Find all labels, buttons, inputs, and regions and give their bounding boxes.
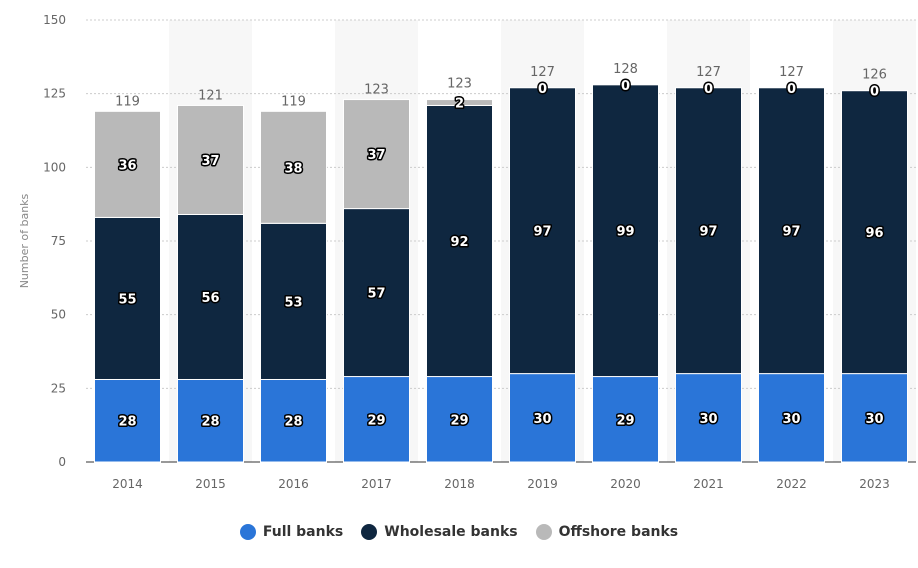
total-label: 119 [115,94,140,109]
segment-label: 30 [699,412,717,427]
segment-label: 97 [699,225,717,240]
legend-dot [361,524,378,540]
bar-segment [675,373,742,463]
legend-dot [535,524,552,540]
bar-segment [343,376,410,463]
segment-label: 99 [616,225,634,240]
y-tick-label: 50 [51,308,66,322]
segment-label: 0 [870,85,879,100]
bar-segment [260,110,327,224]
bar-segment [177,213,244,380]
segment-label: 53 [284,295,302,310]
y-tick-label: 25 [51,381,66,395]
total-label: 119 [281,94,306,109]
legend: Full banks Wholesale banks Offshore bank… [0,524,918,540]
legend-item-full-banks[interactable]: Full banks [239,524,344,540]
segment-label: 0 [621,79,630,94]
total-label: 123 [447,77,472,92]
segment-label: 29 [367,413,385,428]
segment-label: 92 [450,235,468,250]
x-tick-label: 2020 [610,477,641,491]
x-tick-label: 2015 [195,477,226,491]
bar-segment [177,378,244,463]
legend-label: Offshore banks [558,524,679,540]
legend-item-wholesale-banks[interactable]: Wholesale banks [361,524,518,540]
segment-label: 28 [118,415,136,430]
segment-label: 30 [533,412,551,427]
x-tick-label: 2019 [527,477,558,491]
bar-segment [343,99,410,210]
segment-label: 57 [367,287,385,302]
bar-segment [758,373,825,463]
segment-label: 29 [616,413,634,428]
segment-label: 30 [865,412,883,427]
y-tick-label: 150 [43,13,66,27]
bar-segment [94,378,161,463]
y-tick-label: 125 [43,87,66,101]
x-tick-label: 2016 [278,477,309,491]
segment-label: 37 [367,148,385,163]
total-label: 127 [696,65,721,80]
total-label: 121 [198,88,223,103]
total-label: 128 [613,62,638,77]
total-label: 127 [779,65,804,80]
segment-label: 36 [118,158,136,173]
segment-label: 0 [538,82,547,97]
segment-label: 0 [704,82,713,97]
y-axis-title: Number of banks [18,193,31,288]
total-label: 123 [364,83,389,98]
bar-segment [758,87,825,375]
x-tick-label: 2021 [693,477,724,491]
segment-label: 28 [201,415,219,430]
bar-segment [260,222,327,380]
bar-segment [509,87,576,375]
x-tick-label: 2023 [859,477,890,491]
total-label: 126 [862,68,887,83]
y-tick-label: 0 [58,455,66,469]
bar-segment [509,373,576,463]
legend-label: Wholesale banks [384,524,518,540]
bar-segment [841,90,908,375]
x-tick-label: 2018 [444,477,475,491]
y-tick-label: 100 [43,160,66,174]
total-label: 127 [530,65,555,80]
segment-label: 37 [201,154,219,169]
segment-label: 38 [284,161,302,176]
x-tick-label: 2022 [776,477,807,491]
segment-label: 30 [782,412,800,427]
bar-segment [675,87,742,375]
x-tick-label: 2014 [112,477,143,491]
bar-segment [426,99,493,106]
bar-segment [426,376,493,463]
y-tick-label: 75 [51,234,66,248]
segment-label: 96 [865,226,883,241]
segment-label: 29 [450,413,468,428]
stacked-bar-chart: 0 25 50 75 100 125 150 Number of banks 28 55 36 119… [18,13,916,491]
segment-label: 0 [787,82,796,97]
bar-segment [426,104,493,378]
bar-segment [592,376,659,463]
legend-dot [239,524,256,540]
segment-label: 97 [782,225,800,240]
bar-segment [343,208,410,378]
x-tick-label: 2017 [361,477,392,491]
segment-label: 56 [201,291,219,306]
legend-item-offshore-banks[interactable]: Offshore banks [535,524,679,540]
bar-segment [592,84,659,378]
segment-label: 28 [284,415,302,430]
legend-label: Full banks [262,524,344,540]
segment-label: 97 [533,225,551,240]
bar-segment [841,373,908,463]
bar-segment [94,110,161,218]
bar-segment [177,104,244,215]
bar-segment [94,216,161,380]
segment-label: 55 [118,292,136,307]
segment-label: 2 [455,97,464,112]
